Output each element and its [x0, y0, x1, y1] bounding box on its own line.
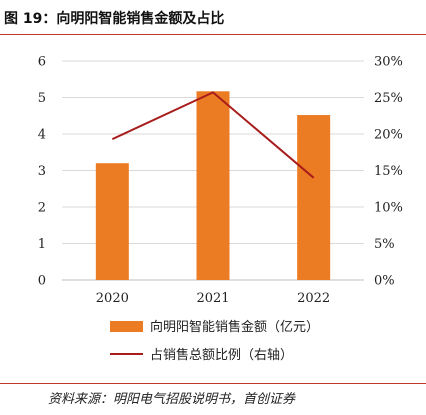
right-tick-label: 25%: [374, 91, 403, 106]
bar: [297, 115, 331, 281]
left-tick-label: 3: [38, 164, 46, 179]
right-tick-label: 10%: [374, 201, 403, 216]
bar: [196, 91, 230, 280]
x-tick-label: 2021: [196, 291, 229, 306]
right-tick-label: 0%: [374, 274, 395, 289]
left-tick-label: 0: [38, 274, 46, 289]
legend: 向明阳智能销售金额（亿元） 占销售总额比例（右轴）: [110, 319, 319, 363]
legend-label-bar: 向明阳智能销售金额（亿元）: [150, 319, 319, 335]
legend-label-line: 占销售总额比例（右轴）: [150, 347, 293, 363]
right-tick-label: 5%: [374, 237, 395, 252]
line-series: [111, 91, 315, 179]
left-tick-label: 1: [38, 237, 46, 252]
left-tick-label: 5: [38, 91, 46, 106]
right-tick-label: 20%: [374, 128, 403, 143]
bar-series: [95, 91, 331, 281]
left-axis-ticks: 0 1 2 3 4 5 6: [38, 55, 46, 289]
left-tick-label: 6: [38, 55, 46, 70]
x-tick-label: 2022: [297, 291, 330, 306]
chart: 0 1 2 3 4 5 6 0% 5% 10% 15% 20% 25% 30% 2020 2021 2022…: [38, 55, 403, 364]
source-rule: [0, 383, 426, 384]
left-tick-label: 2: [38, 201, 46, 216]
x-axis-ticks: 2020 2021 2022: [96, 291, 330, 306]
figure-title: 图 19：向明阳智能销售金额及占比: [4, 11, 225, 27]
right-axis-ticks: 0% 5% 10% 15% 20% 25% 30%: [374, 55, 403, 289]
legend-swatch-bar: [110, 321, 143, 332]
bar: [95, 163, 129, 280]
right-tick-label: 30%: [374, 55, 403, 70]
x-tick-label: 2020: [96, 291, 129, 306]
right-tick-label: 15%: [374, 164, 403, 179]
left-tick-label: 4: [38, 128, 46, 143]
source-note: 资料来源：明阳电气招股说明书，首创证券: [48, 392, 296, 407]
title-rule: [0, 34, 426, 35]
